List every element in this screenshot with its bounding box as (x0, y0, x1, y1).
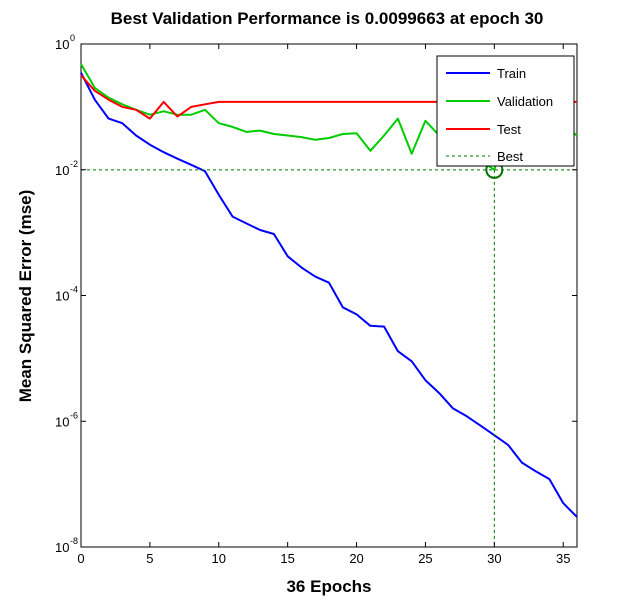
y-tick-exponent: -8 (70, 536, 78, 546)
x-tick-label: 10 (212, 551, 226, 566)
y-tick-exponent: -2 (70, 159, 78, 169)
legend-label-best: Best (497, 149, 523, 164)
chart-title: Best Validation Performance is 0.0099663… (111, 9, 544, 28)
y-axis-label: Mean Squared Error (mse) (16, 190, 35, 403)
x-tick-label: 20 (349, 551, 363, 566)
x-tick-label: 15 (280, 551, 294, 566)
y-tick-exponent: 0 (70, 33, 75, 43)
x-tick-label: 0 (77, 551, 84, 566)
y-tick-label: 10 (55, 414, 69, 429)
x-axis-label: 36 Epochs (286, 577, 371, 596)
legend-label-train: Train (497, 66, 526, 81)
y-tick-label: 10 (55, 289, 69, 304)
legend-label-test: Test (497, 122, 521, 137)
y-tick-label: 10 (55, 37, 69, 52)
y-tick-exponent: -4 (70, 285, 78, 295)
legend-box (436, 55, 575, 167)
y-tick-label: 10 (55, 163, 69, 178)
legend: Train Validation Test Best (436, 55, 575, 167)
x-tick-label: 25 (418, 551, 432, 566)
y-tick-exponent: -6 (70, 410, 78, 420)
y-tick-label: 10 (55, 540, 69, 555)
x-tick-label: 5 (146, 551, 153, 566)
x-tick-label: 35 (556, 551, 570, 566)
x-tick-label: 30 (487, 551, 501, 566)
legend-label-validation: Validation (497, 94, 553, 109)
series-line-validation (80, 63, 578, 171)
